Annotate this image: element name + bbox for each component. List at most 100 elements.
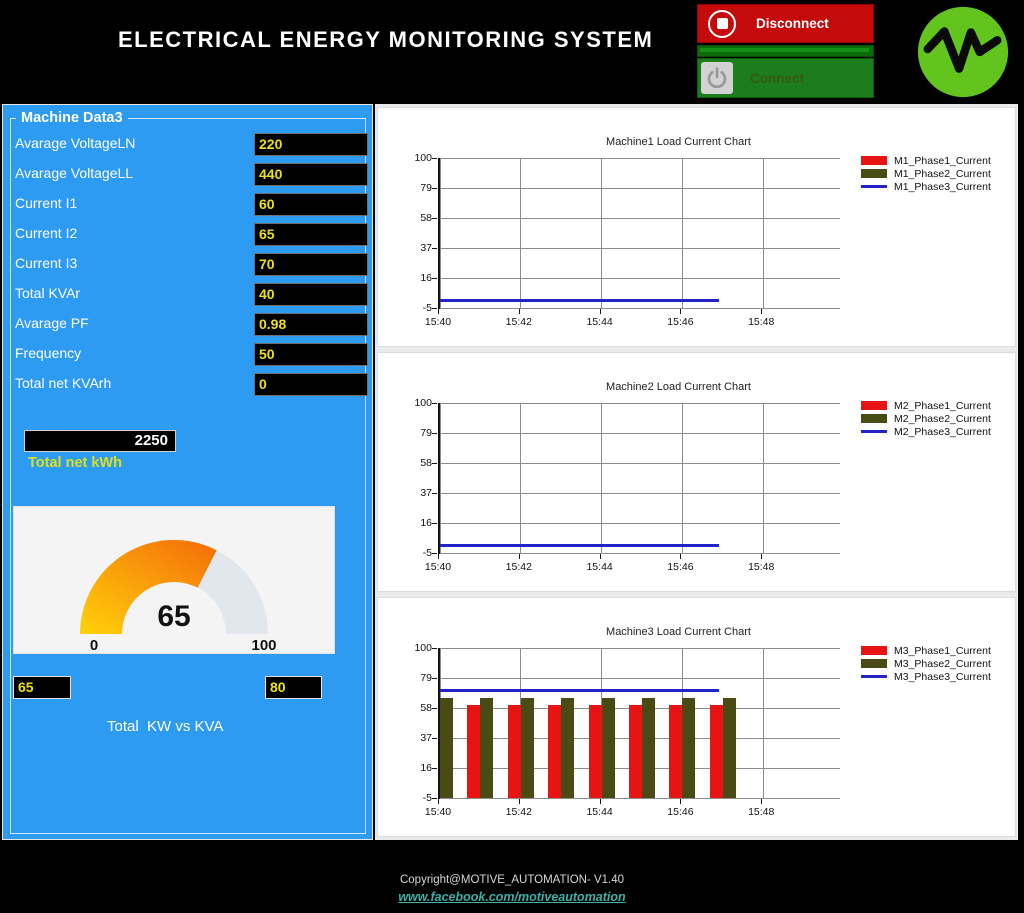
legend-label: M1_Phase2_Current <box>894 167 991 180</box>
x-tick-mark <box>438 309 439 314</box>
brand-logo-icon <box>915 3 1013 101</box>
gridline-v <box>439 158 441 308</box>
connection-progress-bar <box>697 45 874 57</box>
chart-title: Machine2 Load Current Chart <box>606 381 751 393</box>
x-tick-label: 15:48 <box>748 806 775 818</box>
gridline-v <box>520 403 522 553</box>
legend-label: M3_Phase1_Current <box>894 644 991 657</box>
gridline-v <box>439 403 441 553</box>
y-tick-mark <box>432 738 437 739</box>
chart-plot <box>438 157 840 309</box>
y-tick-label: 100 <box>414 396 432 409</box>
legend-label: M1_Phase3_Current <box>894 180 991 193</box>
value-box[interactable]: 0.98 <box>254 313 368 336</box>
gridline-v <box>762 648 764 798</box>
data-row: Total net KVArh 0 <box>3 373 372 396</box>
field-label: Total KVAr <box>15 285 81 301</box>
data-row: Total KVAr 40 <box>3 283 372 306</box>
total-net-kwh-box[interactable]: 2250 <box>24 430 176 452</box>
legend-label: M2_Phase3_Current <box>894 425 991 438</box>
x-tick-label: 15:44 <box>586 561 613 573</box>
legend-item: M1_Phase3_Current <box>861 180 991 193</box>
bar-M3_Phase1_Current <box>669 705 683 798</box>
legend-label: M2_Phase1_Current <box>894 399 991 412</box>
legend-label: M3_Phase2_Current <box>894 657 991 670</box>
y-tick-label: 79 <box>420 426 432 439</box>
value-box[interactable]: 70 <box>254 253 368 276</box>
gridline-h <box>440 217 840 219</box>
facebook-link[interactable]: www.facebook.com/motiveautomation <box>398 890 626 904</box>
data-row: Current I1 60 <box>3 193 372 216</box>
field-label: Frequency <box>15 345 82 361</box>
y-tick-mark <box>432 433 437 434</box>
y-tick-label: 100 <box>414 151 432 164</box>
line-M2_Phase3_Current <box>440 544 719 548</box>
field-label: Avarage VoltageLN <box>15 135 136 151</box>
y-tick-label: 16 <box>420 761 432 774</box>
y-tick-label: -5 <box>422 301 432 314</box>
kw-gauge: 65 0 100 <box>13 506 335 654</box>
y-tick-mark <box>432 523 437 524</box>
y-tick-mark <box>432 308 437 309</box>
x-tick-label: 15:42 <box>505 561 532 573</box>
gridline-h <box>440 677 840 679</box>
bar-M3_Phase2_Current <box>561 698 575 798</box>
bar-M3_Phase2_Current <box>682 698 696 798</box>
x-tick-label: 15:40 <box>424 316 452 328</box>
svg-text:65: 65 <box>157 600 190 633</box>
x-tick-mark <box>518 554 520 559</box>
legend-item: M3_Phase1_Current <box>861 644 991 657</box>
y-tick-mark <box>432 553 437 554</box>
x-tick-mark <box>438 554 439 559</box>
field-label: Total net KVArh <box>15 375 112 391</box>
legend-item: M2_Phase3_Current <box>861 425 991 438</box>
value-box[interactable]: 220 <box>254 133 368 156</box>
legend-item: M3_Phase2_Current <box>861 657 991 670</box>
total-kva-box[interactable]: 80 <box>265 676 322 699</box>
y-tick-mark <box>432 493 437 494</box>
field-label: Avarage VoltageLL <box>15 165 134 181</box>
x-tick-mark <box>680 309 682 314</box>
x-tick-mark <box>599 309 601 314</box>
value-box[interactable]: 0 <box>254 373 368 396</box>
disconnect-button[interactable]: Disconnect <box>697 4 874 43</box>
bar-M3_Phase1_Current <box>588 705 602 798</box>
chart-title: Machine1 Load Current Chart <box>606 136 751 148</box>
chart-card: Machine2 Load Current Chart 100 79 58 37 16 -5… <box>377 352 1016 592</box>
value-box[interactable]: 65 <box>254 223 368 246</box>
chart-legend: M2_Phase1_Current M2_Phase2_Current M2_Pha… <box>861 399 991 438</box>
gridline-h <box>440 402 840 404</box>
footer-bar: Copyright@MOTIVE_AUTOMATION- V1.40 www.f… <box>0 841 1024 913</box>
y-tick-mark <box>432 798 437 799</box>
data-row: Avarage VoltageLN 220 <box>3 133 372 156</box>
legend-item: M3_Phase3_Current <box>861 670 991 683</box>
y-tick-label: 16 <box>420 271 432 284</box>
machine-data-panel: Machine Data3 Avarage VoltageLN 220 Avarag… <box>2 104 373 840</box>
value-box[interactable]: 440 <box>254 163 368 186</box>
value-box[interactable]: 40 <box>254 283 368 306</box>
gridline-h <box>440 277 840 279</box>
gridline-h <box>440 552 840 554</box>
legend-item: M2_Phase2_Current <box>861 412 991 425</box>
copyright-text: Copyright@MOTIVE_AUTOMATION- V1.40 <box>399 874 625 886</box>
bar-M3_Phase2_Current <box>440 698 453 798</box>
gridline-v <box>601 158 603 308</box>
legend-swatch-line <box>861 430 887 433</box>
connect-button[interactable]: Connect <box>697 58 874 98</box>
gridline-h <box>440 797 840 799</box>
data-row: Avarage PF 0.98 <box>3 313 372 336</box>
value-box[interactable]: 60 <box>254 193 368 216</box>
y-tick-mark <box>432 218 437 219</box>
x-tick-mark <box>438 799 439 804</box>
total-kw-box[interactable]: 65 <box>13 676 71 699</box>
line-M3_Phase3_Current <box>440 689 719 693</box>
x-tick-mark <box>761 554 763 559</box>
legend-label: M2_Phase2_Current <box>894 412 991 425</box>
bar-M3_Phase2_Current <box>520 698 534 798</box>
header-bar: ELECTRICAL ENERGY MONITORING SYSTEM Disc… <box>0 0 1024 104</box>
x-tick-label: 15:44 <box>586 806 613 818</box>
gridline-h <box>440 187 840 189</box>
bar-M3_Phase1_Current <box>548 705 562 798</box>
value-box[interactable]: 50 <box>254 343 368 366</box>
x-tick-mark <box>518 309 520 314</box>
